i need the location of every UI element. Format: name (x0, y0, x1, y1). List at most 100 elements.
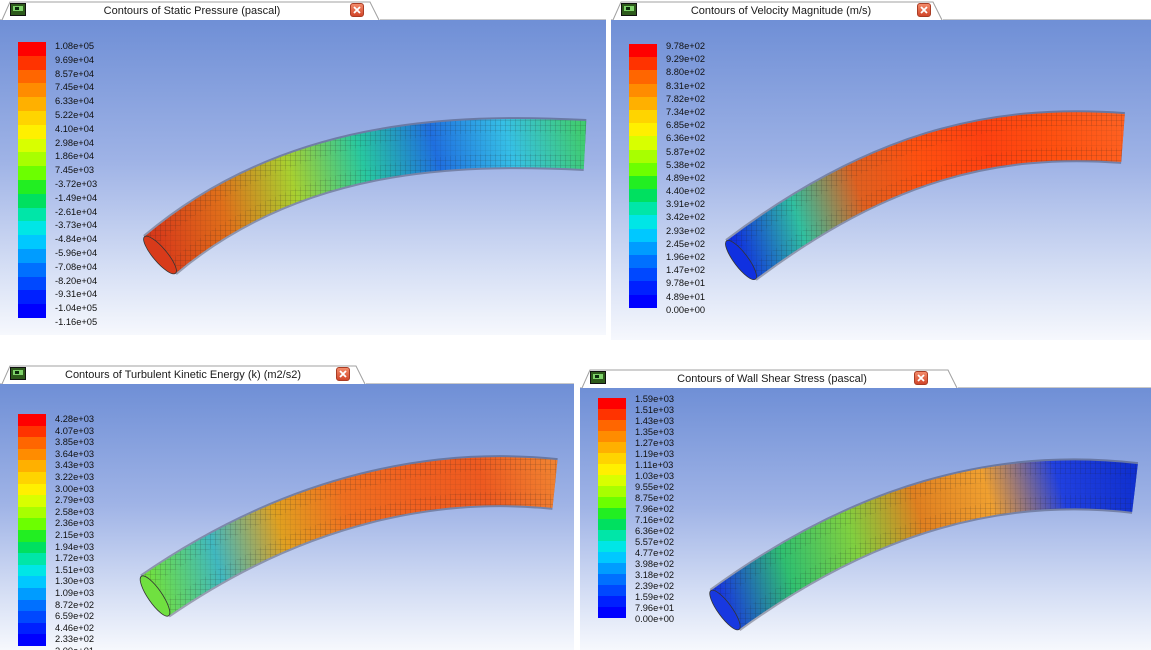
legend-label: 7.45e+03 (55, 165, 95, 176)
legend-label: 7.45e+04 (55, 82, 95, 93)
tab-turbulent-kinetic-energy[interactable]: Contours of Turbulent Kinetic Energy (k)… (2, 365, 366, 385)
close-icon[interactable] (350, 3, 364, 17)
legend-label: 2.39e+02 (635, 581, 675, 591)
legend-swatch (598, 497, 626, 508)
legend-swatch (18, 97, 46, 111)
legend-label: 2.93e+02 (666, 225, 706, 236)
legend-label: 3.85e+03 (55, 437, 95, 448)
legend-label: -4.84e+04 (55, 234, 98, 245)
legend-swatch (18, 276, 46, 291)
legend-swatch (629, 109, 657, 124)
legend-label: 1.30e+03 (55, 576, 95, 587)
legend-label: -3.73e+04 (55, 220, 98, 231)
legend-swatch (18, 304, 46, 318)
legend-swatch (629, 268, 657, 282)
tab-velocity-magnitude[interactable]: Contours of Velocity Magnitude (m/s) (613, 1, 943, 21)
graphics-view[interactable]: 1.59e+03 1.51e+03 1.43e+03 1.35e+03 1.27e+03… (580, 388, 1151, 650)
legend-swatch (18, 460, 46, 472)
legend-label: 1.96e+02 (666, 252, 706, 262)
legend-swatch (598, 431, 626, 442)
graphics-window-static-pressure: Contours of Static Pressure (pascal) 1.0… (0, 0, 606, 335)
legend-label: 3.42e+02 (666, 212, 706, 223)
graphics-view[interactable]: 4.28e+03 4.07e+03 3.85e+03 3.64e+03 3.43e+03… (0, 384, 574, 650)
legend-swatch (18, 448, 46, 461)
tab-static-pressure[interactable]: Contours of Static Pressure (pascal) (2, 1, 380, 21)
legend-swatch (18, 42, 46, 56)
graphics-view[interactable]: 9.78e+02 9.29e+02 8.80e+02 8.31e+02 7.82e+02… (611, 20, 1151, 340)
legend-label: 7.82e+02 (666, 93, 706, 104)
pipe-surface (718, 473, 1137, 619)
legend-swatch (18, 69, 46, 84)
legend-swatch (18, 248, 46, 263)
legend-label: 3.98e+02 (635, 559, 675, 569)
legend-label: -3.72e+03 (55, 178, 98, 189)
legend-label: 5.57e+02 (635, 537, 675, 547)
legend-label: 4.40e+02 (666, 186, 706, 197)
legend-label: 1.59e+02 (635, 592, 675, 602)
legend-swatch (18, 541, 46, 554)
legend-swatch (598, 409, 626, 420)
legend-label: 9.78e+01 (666, 278, 706, 289)
legend-label: 4.10e+04 (55, 123, 95, 134)
legend-swatch (18, 414, 46, 426)
legend-swatch (598, 585, 626, 596)
legend-labels: 1.08e+05 9.69e+04 8.57e+04 7.45e+04 6.33e+04… (55, 40, 97, 330)
legend-label: 2.15e+03 (55, 529, 95, 540)
legend-label: 4.89e+02 (666, 172, 706, 183)
legend-label: 1.19e+03 (635, 449, 675, 459)
tab-title: Contours of Turbulent Kinetic Energy (k)… (65, 369, 301, 381)
legend-swatch (18, 166, 46, 180)
close-icon[interactable] (336, 367, 350, 381)
color-legend (598, 398, 626, 618)
legend-label: 5.38e+02 (666, 159, 706, 170)
pipe-surface (153, 132, 586, 264)
legend-swatch (629, 228, 657, 242)
legend-label: 4.77e+02 (635, 548, 675, 558)
legend-label: -8.20e+04 (55, 275, 98, 286)
legend-label: 3.00e+03 (55, 483, 95, 494)
close-icon[interactable] (914, 371, 928, 385)
legend-swatch (18, 290, 46, 305)
legend-label: -9.31e+04 (55, 289, 98, 300)
legend-label: -1.49e+04 (55, 192, 98, 203)
legend-swatch (629, 189, 657, 203)
legend-swatch (18, 553, 46, 565)
close-icon[interactable] (917, 3, 931, 17)
legend-swatch (18, 599, 46, 612)
legend-label: 1.59e+03 (635, 394, 675, 404)
legend-label: 1.43e+03 (635, 416, 675, 426)
pipe-contour (139, 455, 558, 618)
legend-label: 7.34e+02 (666, 106, 706, 117)
legend-swatch (629, 255, 657, 269)
graphics-view[interactable]: 1.08e+05 9.69e+04 8.57e+04 7.45e+04 6.33e+04… (0, 20, 606, 335)
legend-swatch (629, 136, 657, 150)
tab-bar: Contours of Turbulent Kinetic Energy (k)… (0, 364, 574, 385)
legend-swatch (629, 215, 657, 229)
legend-label: 0.00e+00 (635, 614, 675, 624)
pipe-contour (709, 458, 1139, 632)
legend-label: 8.57e+04 (55, 68, 95, 79)
legend-swatch (629, 96, 657, 110)
legend-label: -5.96e+04 (55, 247, 98, 258)
legend-swatch (629, 149, 657, 163)
legend-swatch (629, 281, 657, 295)
graphics-window-velocity-magnitude: Contours of Velocity Magnitude (m/s) 9.7… (611, 0, 1151, 340)
pipe-contour (143, 117, 587, 275)
legend-swatch (18, 207, 46, 222)
pipe-contour (725, 110, 1125, 281)
legend-swatch (598, 442, 626, 453)
legend-label: 3.18e+02 (635, 570, 675, 580)
legend-label: 8.72e+02 (55, 599, 95, 610)
legend-label: 6.85e+02 (666, 120, 706, 131)
legend-label: -2.61e+04 (55, 206, 98, 217)
legend-swatch (18, 471, 46, 484)
pipe-inlet (143, 235, 177, 275)
legend-label: 1.47e+02 (666, 265, 706, 276)
legend-labels: 1.59e+03 1.51e+03 1.43e+03 1.35e+03 1.27e+03… (635, 394, 674, 625)
tab-wall-shear-stress[interactable]: Contours of Wall Shear Stress (pascal) (582, 369, 958, 389)
legend-label: 9.69e+04 (55, 54, 95, 65)
legend-swatch (629, 241, 657, 255)
legend-label: 8.80e+02 (666, 67, 706, 78)
fluent-app-icon (590, 371, 606, 384)
legend-label: 2.45e+02 (666, 238, 706, 249)
